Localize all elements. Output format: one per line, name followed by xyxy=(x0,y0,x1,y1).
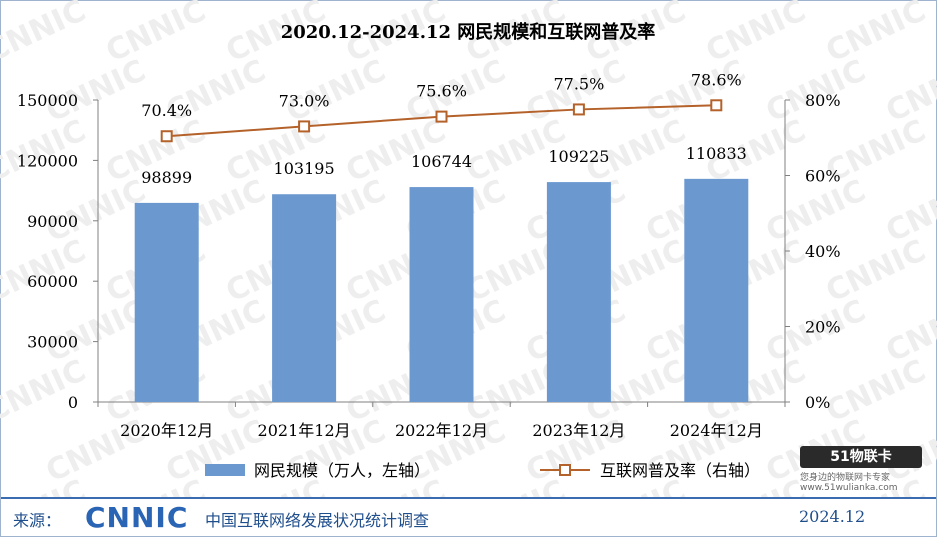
y-right-tick-label: 20% xyxy=(805,318,841,337)
line-point xyxy=(710,99,723,112)
watermark-text: CNNIC xyxy=(101,0,211,70)
line-point xyxy=(572,103,585,116)
brand-badge: 51物联卡 xyxy=(800,446,922,468)
y-left-tick-label: 120000 xyxy=(17,151,78,170)
line-point xyxy=(298,120,311,133)
bar-data-label: 109225 xyxy=(548,147,609,166)
y-left-tick-label: 0 xyxy=(68,393,78,412)
bar-data-label: 103195 xyxy=(274,159,335,178)
x-tick-label: 2021年12月 xyxy=(258,421,351,440)
watermark-text: CNNIC xyxy=(701,0,811,70)
survey-name: 中国互联网络发展状况统计调查 xyxy=(205,511,430,530)
y-left-tick-label: 150000 xyxy=(17,91,78,110)
watermark-text: CNNIC xyxy=(101,473,211,497)
line-data-label: 77.5% xyxy=(553,74,604,93)
watermark-text: CNNIC xyxy=(821,0,931,70)
x-tick-label: 2020年12月 xyxy=(120,421,213,440)
footer-divider xyxy=(1,497,936,499)
chart-axes: 0 30000 60000 90000 120000 150000 0% 20% 40% 60% 8… xyxy=(17,91,841,440)
line-data-label: 78.6% xyxy=(691,70,742,89)
footer: 来源： CNNIC 中国互联网络发展状况统计调查 2024.12 xyxy=(1,497,936,535)
line-data-label: 75.6% xyxy=(416,82,467,101)
y-right-tick-label: 60% xyxy=(805,167,841,186)
line-series: 70.4% 73.0% 75.6% 77.5% 78.6% xyxy=(141,70,742,143)
cnnic-logo: CNNIC xyxy=(85,501,189,534)
y-left-tick-label: 90000 xyxy=(27,212,78,231)
y-right-tick-label: 80% xyxy=(805,91,841,110)
brand-subtitle: 您身边的物联网卡专家 www.51wulianka.com xyxy=(800,473,898,493)
x-tick-label: 2024年12月 xyxy=(670,421,763,440)
watermark-text: CNNIC xyxy=(641,53,751,129)
bar xyxy=(684,178,749,402)
watermark-text: CNNIC xyxy=(41,293,151,369)
x-tick-label: 2023年12月 xyxy=(532,421,625,440)
line-data-label: 70.4% xyxy=(141,101,192,120)
bar-series: 98899 103195 106744 109225 110833 xyxy=(134,144,749,402)
bar xyxy=(409,187,474,402)
watermark-text: CNNIC xyxy=(0,473,91,497)
y-right-tick-label: 40% xyxy=(805,242,841,261)
chart-canvas: CNNIC CNNIC CNNIC CNNIC CNNIC CNNIC CNNIC CNNIC… xyxy=(0,0,937,497)
bar xyxy=(272,194,337,402)
chart-legend: 网民规模（万人，左轴） 互联网普及率（右轴） xyxy=(205,461,760,480)
bar xyxy=(134,202,199,402)
y-left-tick-label: 30000 xyxy=(27,333,78,352)
source-label: 来源： xyxy=(13,511,62,530)
bar-data-label: 110833 xyxy=(686,144,747,163)
legend-line-marker xyxy=(559,464,571,476)
bar-data-label: 98899 xyxy=(141,168,192,187)
bar xyxy=(546,182,611,402)
legend-line-label: 互联网普及率（右轴） xyxy=(600,461,760,480)
chart-title: 2020.12-2024.12 网民规模和互联网普及率 xyxy=(281,21,656,43)
watermark-text: CNNIC xyxy=(821,353,931,429)
y-left-tick-label: 60000 xyxy=(27,272,78,291)
legend-bar-label: 网民规模（万人，左轴） xyxy=(254,461,430,480)
line-point xyxy=(435,110,448,123)
x-tick-label: 2022年12月 xyxy=(395,421,488,440)
y-right-tick-label: 0% xyxy=(805,393,830,412)
bar-data-label: 106744 xyxy=(411,152,472,171)
brand-watermark: 51物联卡 您身边的物联网卡专家 www.51wulianka.com xyxy=(800,446,930,493)
watermark-text: CNNIC xyxy=(461,473,571,497)
legend-bar-swatch xyxy=(205,464,245,476)
report-date: 2024.12 xyxy=(799,507,866,526)
line-data-label: 73.0% xyxy=(279,91,330,110)
line-point xyxy=(160,130,173,143)
watermark-text: CNNIC xyxy=(0,0,91,70)
watermark-text: CNNIC xyxy=(0,353,91,429)
